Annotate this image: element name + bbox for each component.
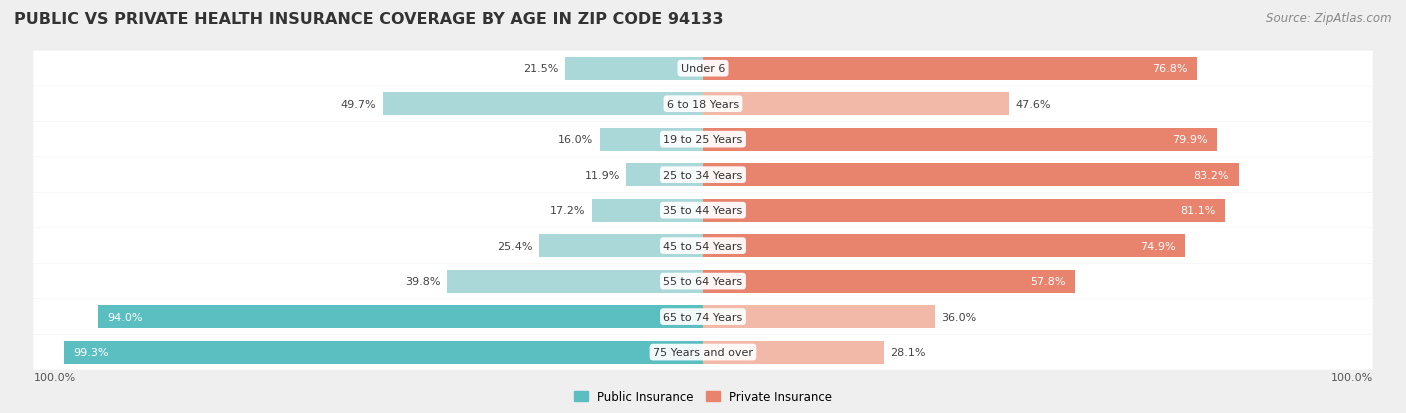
Bar — [703, 270, 1076, 293]
FancyBboxPatch shape — [34, 122, 1372, 157]
Text: 28.1%: 28.1% — [890, 347, 927, 357]
Bar — [627, 164, 703, 187]
FancyBboxPatch shape — [34, 299, 1372, 335]
Text: 47.6%: 47.6% — [1017, 100, 1052, 109]
Text: PUBLIC VS PRIVATE HEALTH INSURANCE COVERAGE BY AGE IN ZIP CODE 94133: PUBLIC VS PRIVATE HEALTH INSURANCE COVER… — [14, 12, 724, 27]
Text: 100.0%: 100.0% — [34, 372, 76, 382]
Bar — [703, 199, 1225, 222]
Text: 25.4%: 25.4% — [498, 241, 533, 251]
Text: 49.7%: 49.7% — [340, 100, 377, 109]
Text: 65 to 74 Years: 65 to 74 Years — [664, 312, 742, 322]
Text: 74.9%: 74.9% — [1140, 241, 1175, 251]
Bar — [63, 341, 703, 364]
FancyBboxPatch shape — [34, 87, 1372, 122]
Text: 99.3%: 99.3% — [73, 347, 108, 357]
Text: 79.9%: 79.9% — [1173, 135, 1208, 145]
Text: Source: ZipAtlas.com: Source: ZipAtlas.com — [1267, 12, 1392, 25]
Text: 11.9%: 11.9% — [585, 170, 620, 180]
Bar — [600, 128, 703, 151]
Text: Under 6: Under 6 — [681, 64, 725, 74]
Text: 75 Years and over: 75 Years and over — [652, 347, 754, 357]
Bar — [592, 199, 703, 222]
Text: 21.5%: 21.5% — [523, 64, 558, 74]
FancyBboxPatch shape — [34, 52, 1372, 87]
Text: 45 to 54 Years: 45 to 54 Years — [664, 241, 742, 251]
Text: 35 to 44 Years: 35 to 44 Years — [664, 206, 742, 216]
Bar — [98, 305, 703, 328]
Bar — [703, 128, 1218, 151]
Bar — [703, 235, 1185, 258]
FancyBboxPatch shape — [34, 335, 1372, 370]
Text: 55 to 64 Years: 55 to 64 Years — [664, 276, 742, 287]
Text: 39.8%: 39.8% — [405, 276, 440, 287]
Text: 81.1%: 81.1% — [1180, 206, 1216, 216]
Bar — [703, 164, 1239, 187]
Bar — [703, 341, 884, 364]
Text: 76.8%: 76.8% — [1153, 64, 1188, 74]
Bar — [565, 57, 703, 81]
Bar — [382, 93, 703, 116]
Text: 16.0%: 16.0% — [558, 135, 593, 145]
Text: 36.0%: 36.0% — [941, 312, 977, 322]
Text: 83.2%: 83.2% — [1194, 170, 1229, 180]
FancyBboxPatch shape — [34, 193, 1372, 228]
Bar — [540, 235, 703, 258]
FancyBboxPatch shape — [34, 158, 1372, 193]
Text: 6 to 18 Years: 6 to 18 Years — [666, 100, 740, 109]
Text: 57.8%: 57.8% — [1031, 276, 1066, 287]
Text: 25 to 34 Years: 25 to 34 Years — [664, 170, 742, 180]
Text: 17.2%: 17.2% — [550, 206, 586, 216]
FancyBboxPatch shape — [34, 228, 1372, 263]
Text: 100.0%: 100.0% — [1330, 372, 1372, 382]
Bar — [447, 270, 703, 293]
Legend: Public Insurance, Private Insurance: Public Insurance, Private Insurance — [569, 385, 837, 408]
Bar — [703, 305, 935, 328]
Bar — [703, 57, 1198, 81]
FancyBboxPatch shape — [34, 264, 1372, 299]
Bar — [703, 93, 1010, 116]
Text: 19 to 25 Years: 19 to 25 Years — [664, 135, 742, 145]
Text: 94.0%: 94.0% — [107, 312, 143, 322]
